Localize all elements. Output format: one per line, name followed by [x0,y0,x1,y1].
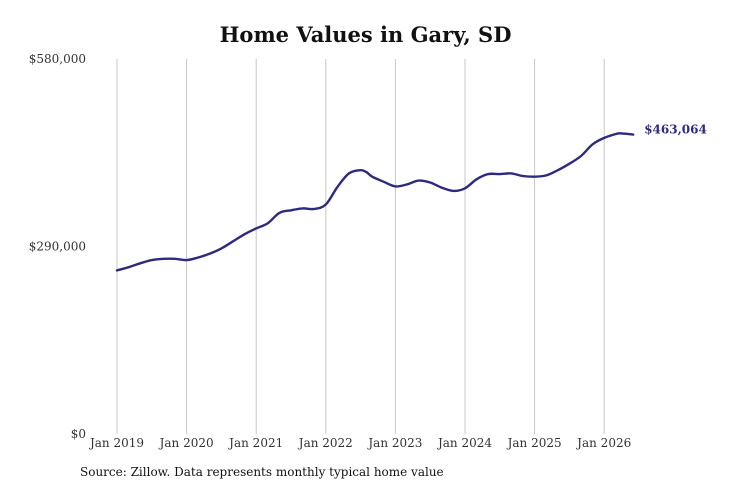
x-tick-label: Jan 2023 [366,436,422,450]
y-axis-tick-labels: $0 $290,000 $580,000 [29,52,86,441]
x-tick-label: Jan 2025 [506,436,562,450]
x-tick-label: Jan 2026 [575,436,631,450]
y-tick-label: $0 [71,427,86,441]
x-tick-label: Jan 2020 [158,436,214,450]
chart-title: Home Values in Gary, SD [219,22,512,47]
x-tick-label: Jan 2024 [436,436,492,450]
home-value-series-line [115,132,635,272]
x-tick-label: Jan 2021 [227,436,283,450]
x-axis-tick-labels: Jan 2019 Jan 2020 Jan 2021 Jan 2022 Jan 2023… [88,436,631,450]
vertical-gridlines [116,59,605,434]
source-note: Source: Zillow. Data represents monthly … [80,465,444,479]
y-tick-label: $580,000 [29,52,86,66]
x-tick-label: Jan 2019 [88,436,144,450]
end-value-label: $463,064 [644,123,707,137]
y-tick-label: $290,000 [29,240,86,254]
x-tick-label: Jan 2022 [297,436,353,450]
